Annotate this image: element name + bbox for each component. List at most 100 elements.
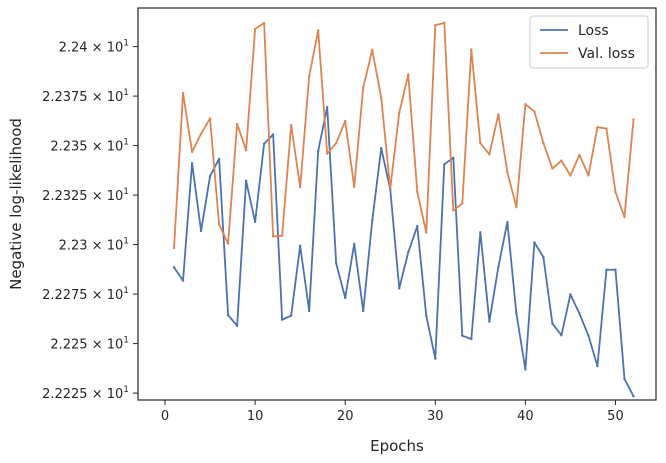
y-tick-label: 2.2275 × 101 xyxy=(42,286,129,303)
data-point-loss xyxy=(470,337,473,341)
data-point-val-loss xyxy=(172,246,176,250)
data-point-val-loss xyxy=(623,215,626,219)
data-point-loss xyxy=(316,149,320,153)
data-point-val-loss xyxy=(578,153,581,157)
data-point-val-loss xyxy=(398,111,401,114)
data-point-loss xyxy=(524,368,527,371)
data-point-val-loss xyxy=(334,142,338,145)
data-point-val-loss xyxy=(605,127,608,130)
y-tick-label: 2.235 × 101 xyxy=(50,138,129,155)
x-tick-label: 0 xyxy=(161,409,169,424)
x-tick-label: 30 xyxy=(427,409,444,424)
x-tick-label: 40 xyxy=(517,409,534,424)
data-point-val-loss xyxy=(569,174,572,177)
data-point-loss xyxy=(172,266,176,269)
data-point-loss xyxy=(605,268,608,271)
data-point-loss xyxy=(262,142,266,146)
data-point-val-loss xyxy=(289,124,293,127)
data-point-val-loss xyxy=(307,75,311,78)
data-point-val-loss xyxy=(316,29,320,32)
data-point-val-loss xyxy=(190,150,194,154)
data-point-val-loss xyxy=(461,202,464,205)
y-tick-label: 2.2225 × 101 xyxy=(42,385,129,402)
data-point-loss xyxy=(434,357,437,360)
data-point-loss xyxy=(253,220,257,224)
legend-label-loss: Loss xyxy=(578,23,609,39)
data-point-loss xyxy=(325,105,329,109)
data-point-loss xyxy=(425,314,428,318)
data-point-val-loss xyxy=(208,117,212,120)
data-point-val-loss xyxy=(362,86,365,89)
data-point-loss xyxy=(614,268,617,271)
x-tick-label: 10 xyxy=(247,409,264,424)
data-point-val-loss xyxy=(344,119,347,123)
data-point-loss xyxy=(569,293,572,296)
data-point-val-loss xyxy=(515,205,518,209)
data-point-val-loss xyxy=(407,73,410,76)
data-point-val-loss xyxy=(425,231,428,234)
data-point-val-loss xyxy=(280,234,284,237)
x-tick-label: 20 xyxy=(337,409,354,424)
data-point-val-loss xyxy=(325,152,329,155)
data-point-loss xyxy=(542,255,545,259)
data-point-val-loss xyxy=(181,91,185,95)
data-point-val-loss xyxy=(560,159,563,162)
y-tick-label: 2.24 × 101 xyxy=(59,39,129,56)
data-point-loss xyxy=(506,220,509,224)
data-point-loss xyxy=(244,179,248,183)
data-point-val-loss xyxy=(596,125,599,129)
data-point-loss xyxy=(596,364,599,368)
y-tick-label: 2.2325 × 101 xyxy=(42,187,129,204)
data-point-loss xyxy=(515,312,518,315)
data-point-val-loss xyxy=(452,209,455,212)
x-tick-label: 50 xyxy=(607,409,624,424)
data-point-val-loss xyxy=(353,185,356,188)
data-point-loss xyxy=(199,229,203,233)
data-point-val-loss xyxy=(371,48,374,52)
data-point-val-loss xyxy=(443,21,446,25)
data-point-loss xyxy=(208,174,212,178)
data-point-loss xyxy=(353,242,356,246)
data-point-loss xyxy=(235,324,239,327)
data-point-val-loss xyxy=(434,24,437,27)
x-axis-title: Epochs xyxy=(370,437,424,455)
data-point-val-loss xyxy=(262,21,266,25)
y-axis: 2.2225 × 101 2.225 × 101 2.2275 × 101 2.23 … xyxy=(42,39,138,402)
data-point-loss xyxy=(479,231,482,234)
data-point-loss xyxy=(362,309,365,313)
data-point-loss xyxy=(578,312,581,315)
data-point-val-loss xyxy=(389,187,392,190)
data-point-val-loss xyxy=(470,48,473,51)
data-point-val-loss xyxy=(380,96,383,99)
data-point-loss xyxy=(307,309,311,313)
x-axis: 0 10 20 30 40 50 xyxy=(161,400,624,424)
y-tick-label: 2.225 × 101 xyxy=(50,336,129,353)
data-point-loss xyxy=(632,395,635,398)
data-point-loss xyxy=(289,314,293,317)
data-point-loss xyxy=(623,377,626,381)
data-point-val-loss xyxy=(542,141,545,145)
data-point-loss xyxy=(226,313,230,317)
data-point-loss xyxy=(398,287,401,290)
data-point-val-loss xyxy=(226,242,230,245)
data-point-loss xyxy=(452,156,455,160)
data-point-val-loss xyxy=(497,113,500,116)
data-point-loss xyxy=(334,262,338,265)
y-axis-title: Negative log-likelihood xyxy=(7,118,25,290)
data-point-val-loss xyxy=(271,235,275,238)
y-tick-label: 2.23 × 101 xyxy=(59,237,129,254)
data-point-val-loss xyxy=(551,167,554,170)
data-point-loss xyxy=(461,334,464,337)
y-tick-label: 2.2375 × 101 xyxy=(42,88,129,105)
data-point-loss xyxy=(533,241,536,244)
data-point-val-loss xyxy=(533,110,536,113)
data-point-loss xyxy=(298,244,302,247)
data-point-val-loss xyxy=(253,27,257,31)
data-point-loss xyxy=(416,224,419,228)
data-point-loss xyxy=(587,334,590,337)
data-point-val-loss xyxy=(632,118,635,121)
data-point-loss xyxy=(271,133,275,136)
plot-frame xyxy=(137,7,657,401)
